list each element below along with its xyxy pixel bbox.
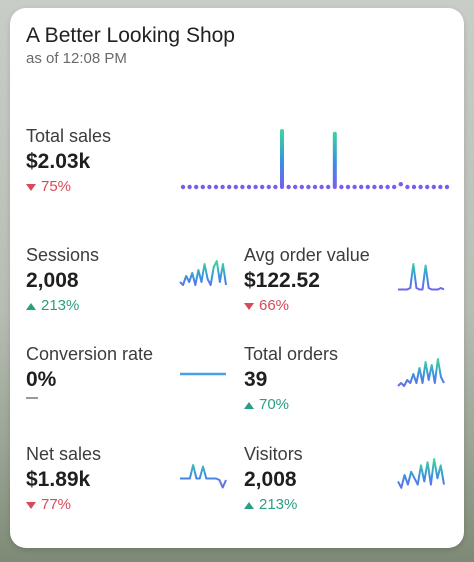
total-sales-sparkline-point: [411, 184, 417, 190]
metric-avg-order-value[interactable]: Avg order value $122.52 66%: [244, 244, 370, 316]
shop-widget-card[interactable]: A Better Looking Shop as of 12:08 PM Tot…: [10, 8, 464, 548]
total-sales-sparkline-point: [438, 184, 443, 190]
up-arrow-icon: [244, 501, 254, 509]
total-orders-sparkline: [397, 358, 445, 387]
metric-conversion-rate[interactable]: Conversion rate 0%: [26, 343, 153, 399]
total-sales-sparkline-point: [372, 184, 377, 190]
metric-total-orders[interactable]: Total orders 39 70%: [244, 343, 338, 415]
total-sales-sparkline-point: [299, 184, 304, 190]
metric-value: 2,008: [244, 468, 297, 491]
total-orders-sparkline-line: [397, 358, 445, 387]
metric-change-value: 77%: [41, 496, 72, 513]
metric-visitors[interactable]: Visitors 2,008 213%: [244, 443, 303, 515]
total-sales-sparkline-point: [326, 184, 331, 190]
conversion-rate-sparkline: [180, 372, 226, 376]
shop-title: A Better Looking Shop: [26, 24, 235, 47]
metric-change-value: 213%: [41, 297, 80, 314]
avg-order-value-sparkline-line: [398, 263, 445, 291]
net-sales-sparkline-line: [180, 464, 227, 489]
total-sales-sparkline-point: [405, 184, 410, 190]
total-sales-sparkline-point: [431, 184, 436, 190]
down-arrow-icon: [26, 183, 36, 191]
total-sales-sparkline-point: [180, 184, 186, 190]
total-sales-sparkline: [180, 129, 450, 190]
metric-value: 39: [244, 368, 268, 391]
metric-value: $122.52: [244, 269, 320, 292]
total-sales-sparkline-point: [385, 184, 390, 190]
metric-label: Conversion rate: [26, 344, 154, 364]
net-sales-sparkline: [180, 464, 227, 489]
total-sales-sparkline-point: [378, 184, 384, 190]
total-sales-sparkline-point: [194, 184, 199, 190]
total-sales-sparkline-point: [273, 184, 278, 190]
total-sales-sparkline-point: [207, 184, 212, 190]
metric-change: 213%: [26, 296, 99, 316]
down-arrow-icon: [244, 302, 254, 310]
metric-label: Visitors: [244, 444, 303, 464]
down-arrow-icon: [26, 501, 36, 509]
total-sales-sparkline-point: [200, 184, 205, 190]
metric-label: Total orders: [244, 344, 339, 364]
metric-change: 77%: [26, 495, 101, 515]
metric-change-value: 75%: [41, 178, 72, 195]
total-sales-sparkline-point: [365, 184, 370, 190]
total-sales-sparkline-point: [187, 184, 192, 190]
updated-time: as of 12:08 PM: [26, 50, 127, 67]
metric-change: [26, 395, 153, 399]
metric-label: Avg order value: [244, 245, 370, 265]
metric-change: 75%: [26, 177, 111, 197]
total-sales-sparkline-point: [359, 184, 364, 190]
metric-change: 213%: [244, 495, 303, 515]
metric-change: 70%: [244, 395, 338, 415]
total-sales-sparkline-point: [398, 182, 403, 187]
total-sales-sparkline-point: [306, 184, 311, 190]
visitors-sparkline-line: [397, 458, 445, 489]
total-sales-sparkline-point: [266, 184, 271, 190]
metric-change-value: 213%: [259, 496, 298, 513]
metric-sessions[interactable]: Sessions 2,008 213%: [26, 244, 99, 316]
total-sales-sparkline-point: [253, 184, 258, 190]
avg-order-value-sparkline: [398, 263, 445, 291]
total-sales-sparkline-point: [286, 184, 291, 190]
metric-change: 66%: [244, 296, 370, 316]
metric-value: 0%: [26, 368, 57, 391]
metric-net-sales[interactable]: Net sales $1.89k 77%: [26, 443, 101, 515]
metric-change-value: 70%: [259, 396, 290, 413]
metric-value: 2,008: [26, 269, 79, 292]
metric-label: Sessions: [26, 245, 100, 265]
metric-value: $2.03k: [26, 150, 91, 173]
total-sales-sparkline-point: [213, 184, 219, 190]
metric-change-value: 66%: [259, 297, 290, 314]
up-arrow-icon: [244, 401, 254, 409]
total-sales-sparkline-point: [425, 184, 430, 190]
metric-total-sales[interactable]: Total sales $2.03k 75%: [26, 125, 111, 197]
total-sales-sparkline-point: [240, 184, 245, 190]
total-sales-sparkline-point: [260, 184, 265, 190]
total-sales-sparkline-point: [233, 184, 238, 190]
total-sales-sparkline-point: [227, 184, 232, 190]
total-sales-sparkline-point: [339, 184, 344, 190]
total-sales-sparkline-point: [312, 184, 318, 190]
no-change-dash-icon: [26, 397, 38, 399]
total-sales-sparkline-point: [293, 184, 298, 190]
total-sales-sparkline-point: [444, 184, 450, 190]
total-sales-sparkline-point: [418, 184, 423, 190]
visitors-sparkline: [397, 458, 445, 489]
total-sales-sparkline-point: [319, 184, 324, 190]
total-sales-sparkline-point: [392, 184, 397, 190]
total-sales-sparkline-point: [246, 184, 252, 190]
total-sales-sparkline-point: [220, 184, 225, 190]
up-arrow-icon: [26, 302, 36, 310]
sessions-sparkline: [179, 260, 227, 286]
metric-value: $1.89k: [26, 468, 91, 491]
total-sales-sparkline-point: [352, 184, 357, 190]
sessions-sparkline-line: [179, 260, 227, 286]
metric-label: Total sales: [26, 126, 112, 146]
total-sales-sparkline-point: [345, 184, 351, 190]
metric-label: Net sales: [26, 444, 102, 464]
